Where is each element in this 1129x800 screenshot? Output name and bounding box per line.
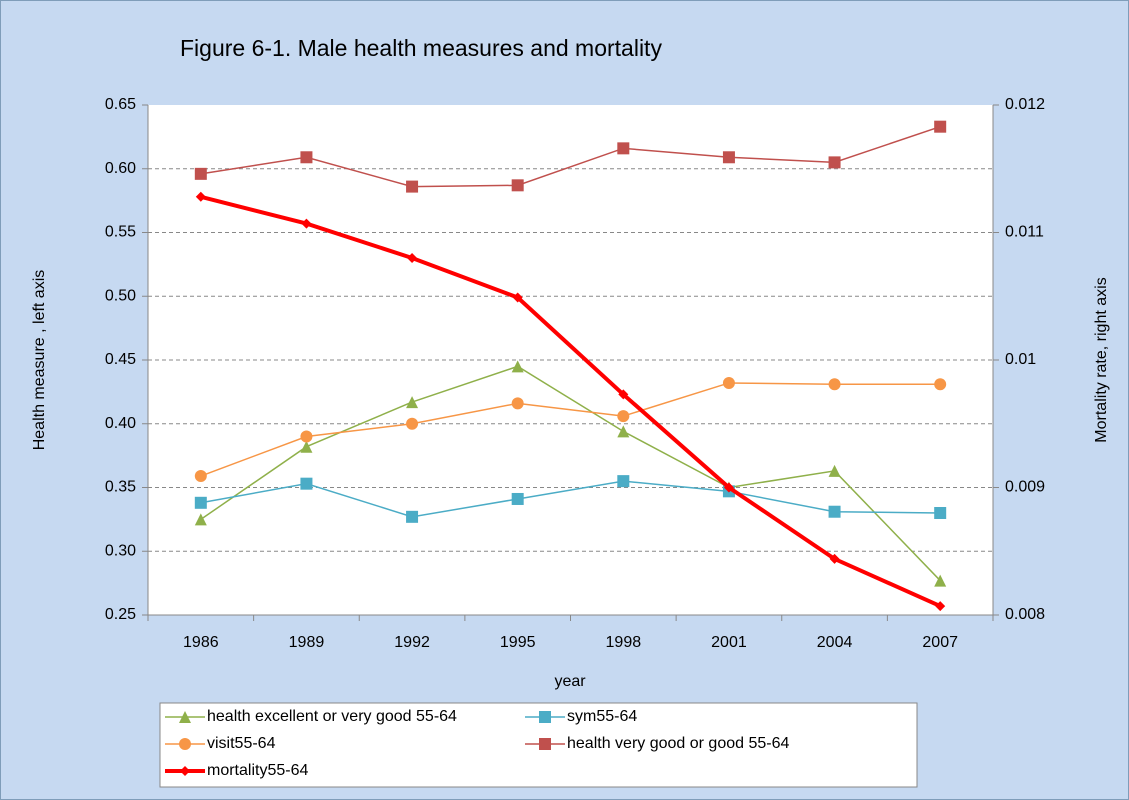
point bbox=[406, 180, 419, 193]
y-tick-label: 0.40 bbox=[105, 415, 136, 432]
point bbox=[722, 151, 735, 164]
point bbox=[934, 507, 947, 519]
point bbox=[300, 430, 313, 443]
point bbox=[300, 151, 313, 164]
legend-marker bbox=[179, 738, 191, 750]
y-tick-label: 0.55 bbox=[105, 224, 136, 241]
chart-title: Figure 6-1. Male health measures and mor… bbox=[180, 35, 662, 61]
point bbox=[301, 218, 312, 229]
x-tick-label: 1986 bbox=[183, 634, 219, 651]
legend-label: visit55-64 bbox=[207, 735, 276, 752]
x-tick-label: 1989 bbox=[289, 634, 325, 651]
point bbox=[511, 492, 524, 505]
y2-tick-label: 0.01 bbox=[1005, 351, 1036, 368]
y-tick-label: 0.50 bbox=[105, 287, 136, 304]
point bbox=[194, 513, 207, 526]
point bbox=[828, 505, 841, 518]
point bbox=[617, 142, 630, 155]
legend-marker bbox=[179, 711, 191, 723]
point bbox=[935, 601, 946, 612]
point bbox=[828, 378, 841, 391]
y-tick-label: 0.45 bbox=[105, 351, 136, 368]
legend-label: health excellent or very good 55-64 bbox=[207, 708, 457, 725]
point bbox=[194, 470, 207, 483]
y2-tick-label: 0.011 bbox=[1005, 224, 1044, 241]
point bbox=[300, 477, 313, 490]
x-tick-label: 2004 bbox=[817, 634, 853, 651]
point bbox=[512, 292, 523, 303]
point bbox=[406, 510, 419, 523]
point bbox=[406, 396, 419, 409]
point bbox=[194, 167, 207, 180]
y-tick-label: 0.30 bbox=[105, 542, 136, 559]
point bbox=[829, 553, 840, 564]
x-tick-label: 2007 bbox=[922, 634, 958, 651]
x-tick-label: 1992 bbox=[394, 634, 430, 651]
point bbox=[406, 417, 419, 430]
series-line bbox=[200, 194, 942, 608]
legend-marker bbox=[539, 711, 551, 723]
point bbox=[723, 482, 734, 493]
legend-label: sym55-64 bbox=[567, 708, 637, 725]
y2-tick-label: 0.012 bbox=[1005, 96, 1045, 113]
y-tick-label: 0.35 bbox=[105, 479, 136, 496]
point bbox=[828, 156, 841, 169]
x-axis-label: year bbox=[554, 673, 586, 690]
series-line bbox=[200, 382, 941, 477]
y-tick-label: 0.60 bbox=[105, 160, 136, 177]
point bbox=[195, 191, 206, 202]
series-line bbox=[200, 125, 941, 188]
point bbox=[194, 496, 207, 509]
y-axis-label: Health measure , left axis bbox=[31, 270, 48, 451]
y-tick-label: 0.25 bbox=[105, 606, 136, 623]
point bbox=[722, 376, 735, 389]
series-line bbox=[200, 480, 941, 518]
point bbox=[511, 397, 524, 410]
series-line bbox=[200, 365, 941, 582]
y-tick-label: 0.65 bbox=[105, 96, 136, 113]
y2-tick-label: 0.009 bbox=[1005, 479, 1045, 496]
legend-label: health very good or good 55-64 bbox=[567, 735, 789, 752]
point bbox=[617, 425, 630, 438]
x-tick-label: 1995 bbox=[500, 634, 536, 651]
point bbox=[511, 179, 524, 192]
y2-axis-label: Mortality rate, right axis bbox=[1093, 277, 1110, 442]
point bbox=[934, 378, 947, 391]
legend-marker bbox=[539, 738, 551, 750]
point bbox=[300, 440, 313, 453]
point bbox=[617, 475, 630, 488]
point bbox=[407, 253, 418, 263]
y2-tick-label: 0.008 bbox=[1005, 606, 1045, 623]
point bbox=[617, 410, 630, 423]
legend-label: mortality55-64 bbox=[207, 762, 308, 779]
point bbox=[618, 389, 629, 400]
point bbox=[934, 574, 947, 587]
legend-marker bbox=[180, 766, 190, 776]
point bbox=[828, 464, 841, 477]
point bbox=[511, 360, 524, 373]
point bbox=[934, 120, 947, 133]
x-tick-label: 1998 bbox=[606, 634, 642, 651]
x-tick-label: 2001 bbox=[711, 634, 747, 651]
